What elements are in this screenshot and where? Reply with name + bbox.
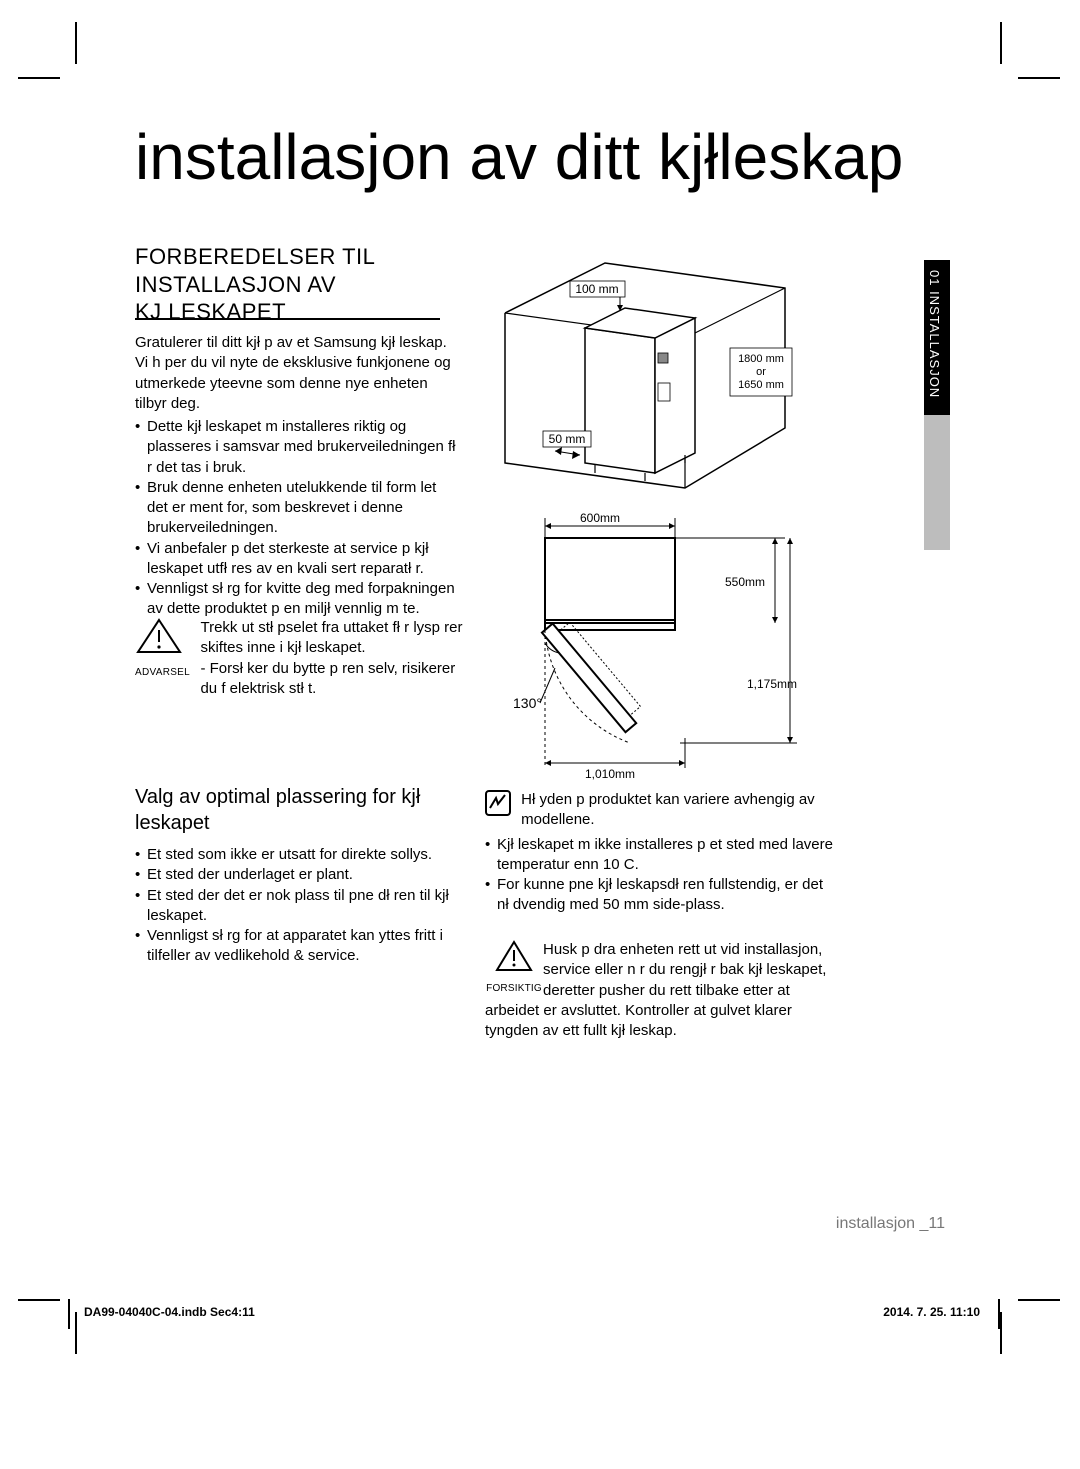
dim-width: 600mm xyxy=(580,511,620,525)
section-heading-line: KJ LESKAPET xyxy=(135,299,286,324)
dim-top: 100 mm xyxy=(575,282,618,296)
warning-icon: ADVARSEL xyxy=(135,618,190,678)
side-tab-label: 01 INSTALLASJON xyxy=(927,270,942,398)
dim-side: 50 mm xyxy=(549,432,586,446)
warning-label: ADVARSEL xyxy=(135,667,190,678)
list-item: For kunne pne kjł leskapsdł ren fullsten… xyxy=(485,875,835,916)
caution-label: FORSIKTIG xyxy=(485,982,543,996)
list-item: Et sted der underlaget er plant. xyxy=(135,865,460,885)
section-heading: FORBEREDELSER TIL INSTALLASJON AV KJ LES… xyxy=(135,243,375,326)
dim-depth: 550mm xyxy=(725,575,765,589)
list-item: Et sted som ikke er utsatt for direkte s… xyxy=(135,845,460,865)
door-swing-diagram: 600mm 550mm 1,175mm 130° xyxy=(485,508,825,783)
footer-date: 2014. 7. 25. 11:10 xyxy=(883,1305,980,1319)
note-block: Hł yden p produktet kan variere avhengig… xyxy=(485,790,835,916)
caution-icon xyxy=(494,961,534,978)
list-item: Dette kjł leskapet m installeres riktig … xyxy=(135,417,460,478)
warning-text: Trekk ut stł pselet fra uttaket fł r lys… xyxy=(200,618,470,699)
list-item: Vi anbefaler p det sterkeste at service … xyxy=(135,539,460,580)
bullet-list-1: Dette kjł leskapet m installeres riktig … xyxy=(135,417,460,620)
list-item: Bruk denne enheten utelukkende til form … xyxy=(135,478,460,539)
dim-h2: or xyxy=(756,366,766,378)
note-text: Hł yden p produktet kan variere avhengig… xyxy=(521,790,821,831)
page-footer-label: installasjon _11 xyxy=(836,1215,945,1233)
list-item: Et sted der det er nok plass til pne dł … xyxy=(135,886,460,927)
dim-open-depth: 1,175mm xyxy=(747,677,797,691)
list-item: Vennligst sł rg for at apparatet kan ytt… xyxy=(135,926,460,967)
section-underline xyxy=(135,318,440,320)
sub-heading: Valg av optimal plassering for kjł leska… xyxy=(135,784,460,836)
dim-h3: 1650 mm xyxy=(738,379,784,391)
intro-paragraph: Gratulerer til ditt kjł p av et Samsung … xyxy=(135,333,460,414)
side-tab: 01 INSTALLASJON xyxy=(924,260,950,550)
section-heading-line: FORBEREDELSER TIL xyxy=(135,244,375,269)
clearance-diagram: 100 mm 50 mm 1800 mm or 1650 mm xyxy=(485,253,815,493)
footer-file: DA99-04040C-04.indb Sec4:11 xyxy=(84,1305,255,1319)
warning-block: ADVARSEL Trekk ut stł pselet fra uttaket… xyxy=(135,618,475,699)
note-icon xyxy=(485,790,511,822)
dim-swing-width: 1,010mm xyxy=(585,767,635,781)
bullet-list-2: Et sted som ikke er utsatt for direkte s… xyxy=(135,845,460,967)
list-item: Vennligst sł rg for kvitte deg med forpa… xyxy=(135,579,460,620)
page-title: installasjon av ditt kjłleskap xyxy=(135,120,903,194)
section-heading-line: INSTALLASJON AV xyxy=(135,272,336,297)
dim-angle: 130° xyxy=(513,695,542,711)
list-item: Kjł leskapet m ikke installeres p et ste… xyxy=(485,835,835,876)
caution-block: FORSIKTIG Husk p dra enheten rett ut vid… xyxy=(485,940,840,1041)
dim-h1: 1800 mm xyxy=(738,353,784,365)
